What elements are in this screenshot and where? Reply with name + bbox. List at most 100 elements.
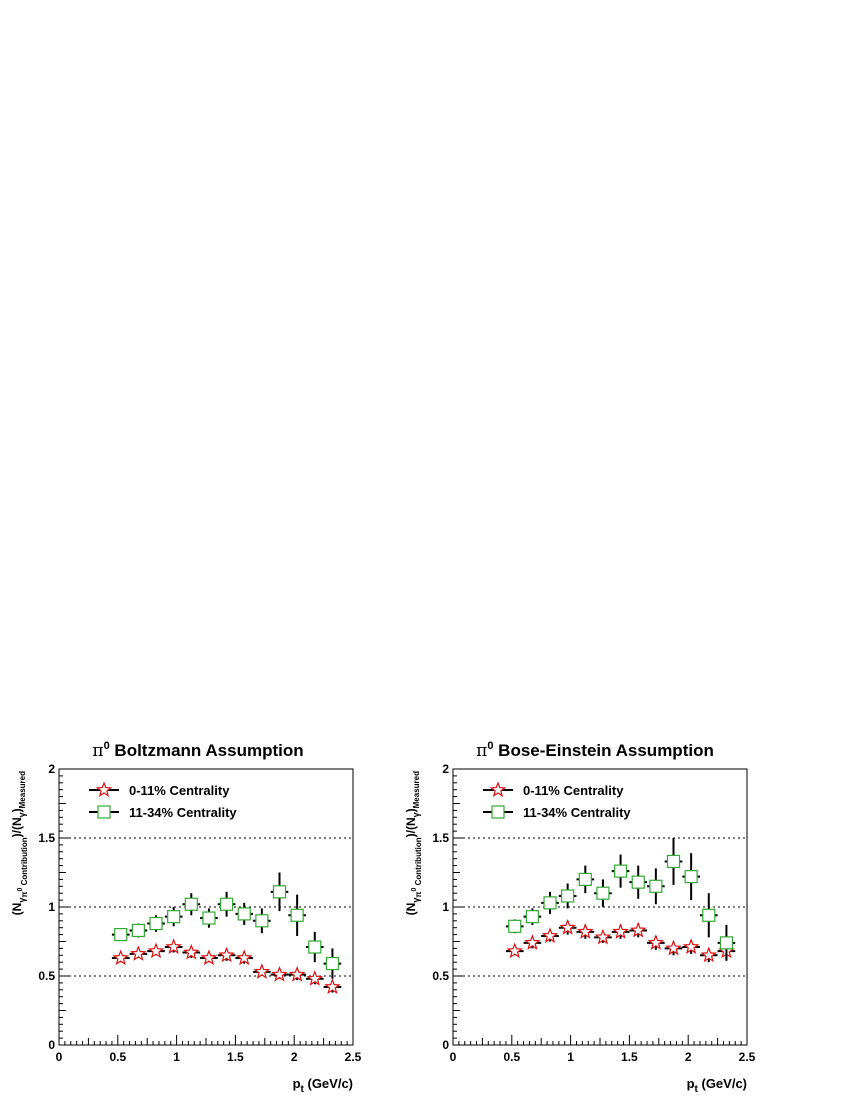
y-tick-label: 0.5 <box>432 969 449 983</box>
x-axis-label: pt (GeV/c) <box>293 1076 353 1095</box>
y-tick-label: 0 <box>442 1038 449 1052</box>
data-point-square <box>237 907 251 921</box>
x-tick-label: 0 <box>450 1050 457 1064</box>
x-tick-label: 0.5 <box>109 1050 126 1064</box>
data-point-star <box>253 963 271 979</box>
y-label-part: (N <box>404 903 418 916</box>
y-tick-label: 1 <box>48 900 55 914</box>
data-point-square <box>631 875 645 889</box>
data-point-star <box>506 942 523 959</box>
data-point-square <box>255 914 269 928</box>
data-point-square <box>578 872 592 887</box>
data-point-star <box>183 943 200 960</box>
y-tick-label: 1 <box>442 900 449 914</box>
data-point-star <box>577 923 594 939</box>
x-tick-label: 2 <box>685 1050 692 1064</box>
data-point-square <box>596 886 610 900</box>
title-text: Boltzmann Assumption <box>110 741 304 760</box>
y-tick-label: 0 <box>48 1038 55 1052</box>
y-tick-label: 0.5 <box>38 969 55 983</box>
legend-marker-star <box>489 781 507 798</box>
title-symbol: π <box>92 741 103 761</box>
data-point-star <box>612 923 629 939</box>
data-point-square <box>290 908 304 922</box>
legend-label: 11-34% Centrality <box>523 805 631 820</box>
y-label-part: 0 <box>411 888 418 892</box>
data-point-square <box>149 916 163 931</box>
legend-marker-star <box>95 781 113 798</box>
data-point-square <box>543 896 557 910</box>
data-point-square <box>702 908 716 922</box>
series-2 <box>111 872 342 979</box>
data-point-square <box>508 919 522 933</box>
x-tick-label: 0.5 <box>503 1050 520 1064</box>
data-point-star <box>288 965 306 982</box>
y-label-part: Contribution <box>414 837 423 887</box>
y-label-part: γ <box>411 812 421 817</box>
data-point-star <box>559 919 576 935</box>
y-tick-label: 2 <box>48 762 55 776</box>
data-point-star <box>130 945 147 961</box>
data-point-star <box>700 946 718 963</box>
y-axis-label: (Nγπ0 Contribution)/(Nγ)Measured <box>10 771 29 915</box>
data-point-star <box>524 934 541 950</box>
data-point-square <box>131 923 145 938</box>
x-tick-label: 2.5 <box>739 1050 756 1064</box>
data-point-star <box>165 938 182 955</box>
data-point-star <box>324 978 341 995</box>
y-tick-label: 1.5 <box>38 831 55 845</box>
data-point-square <box>202 911 216 925</box>
y-axis-label: (Nγπ0 Contribution)/(Nγ)Measured <box>404 771 423 915</box>
data-point-square <box>613 864 628 878</box>
x-label-text: (GeV/c) <box>304 1076 353 1091</box>
chart-title: π0 Boltzmann Assumption <box>92 740 303 761</box>
data-point-star <box>682 938 700 955</box>
y-label-part: Measured <box>18 771 27 808</box>
x-label-main: p <box>687 1076 695 1091</box>
x-axis-label: pt (GeV/c) <box>687 1076 747 1095</box>
x-label-text: (GeV/c) <box>698 1076 747 1091</box>
legend-label: 11-34% Centrality <box>129 805 237 820</box>
data-point-square <box>219 897 234 911</box>
y-label-part: 0 <box>17 888 24 892</box>
data-point-square <box>666 854 681 869</box>
x-tick-label: 0 <box>56 1050 63 1064</box>
x-tick-label: 1 <box>567 1050 574 1064</box>
data-point-square <box>325 956 340 971</box>
series-1 <box>505 919 736 963</box>
data-point-star <box>647 934 665 950</box>
legend: 0-11% Centrality 11-34% Centrality <box>483 781 631 820</box>
data-point-star <box>235 949 253 966</box>
y-label-part: γ <box>17 812 27 817</box>
data-point-star <box>306 970 324 986</box>
legend-label: 0-11% Centrality <box>523 783 624 798</box>
y-tick-label: 1.5 <box>432 831 449 845</box>
data-point-square <box>272 885 287 899</box>
legend-marker-square <box>97 805 111 819</box>
data-point-star <box>147 942 165 959</box>
y-label-part: γ <box>17 898 27 903</box>
title-superscript: 0 <box>104 740 110 752</box>
title-text: Bose-Einstein Assumption <box>493 741 713 760</box>
x-tick-label: 1.5 <box>227 1050 244 1064</box>
data-point-square <box>561 889 575 903</box>
y-label-part: π <box>414 892 423 898</box>
data-point-star <box>629 921 647 938</box>
data-point-square <box>525 910 539 924</box>
x-tick-label: 1.5 <box>621 1050 638 1064</box>
data-point-square <box>184 897 198 911</box>
data-point-star <box>200 949 218 966</box>
x-label-subscript: t <box>695 1084 699 1095</box>
data-point-star <box>218 946 235 963</box>
x-label-subscript: t <box>301 1084 305 1095</box>
y-label-part: Contribution <box>20 837 29 887</box>
legend-label: 0-11% Centrality <box>129 783 230 798</box>
series-2 <box>505 838 736 961</box>
y-label-part: (N <box>10 903 24 916</box>
x-tick-label: 1 <box>173 1050 180 1064</box>
y-tick-label: 2 <box>442 762 449 776</box>
y-label-part: ) <box>10 808 24 812</box>
